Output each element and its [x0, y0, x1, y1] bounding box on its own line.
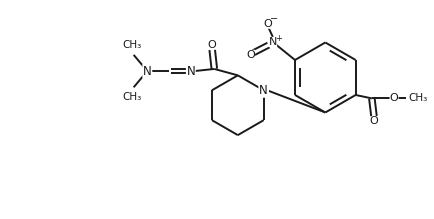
- Text: O: O: [389, 93, 398, 103]
- Text: O: O: [369, 117, 378, 126]
- Text: N: N: [268, 37, 276, 47]
- Text: N: N: [143, 65, 151, 78]
- Text: +: +: [274, 34, 281, 43]
- Text: N: N: [186, 65, 195, 78]
- Text: CH₃: CH₃: [122, 40, 141, 50]
- Text: CH₃: CH₃: [122, 92, 141, 102]
- Text: N: N: [259, 84, 267, 97]
- Text: O: O: [263, 19, 271, 29]
- Text: −: −: [270, 14, 278, 24]
- Text: O: O: [246, 50, 254, 60]
- Text: O: O: [207, 40, 216, 50]
- Text: CH₃: CH₃: [407, 93, 427, 103]
